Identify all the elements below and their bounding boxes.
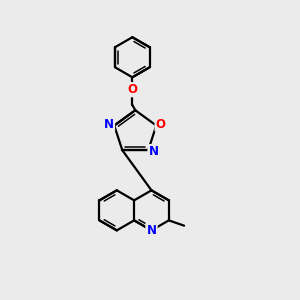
Text: O: O	[127, 83, 137, 96]
Text: O: O	[156, 118, 166, 130]
Text: N: N	[104, 118, 114, 130]
Text: N: N	[146, 224, 157, 237]
Text: N: N	[148, 145, 159, 158]
